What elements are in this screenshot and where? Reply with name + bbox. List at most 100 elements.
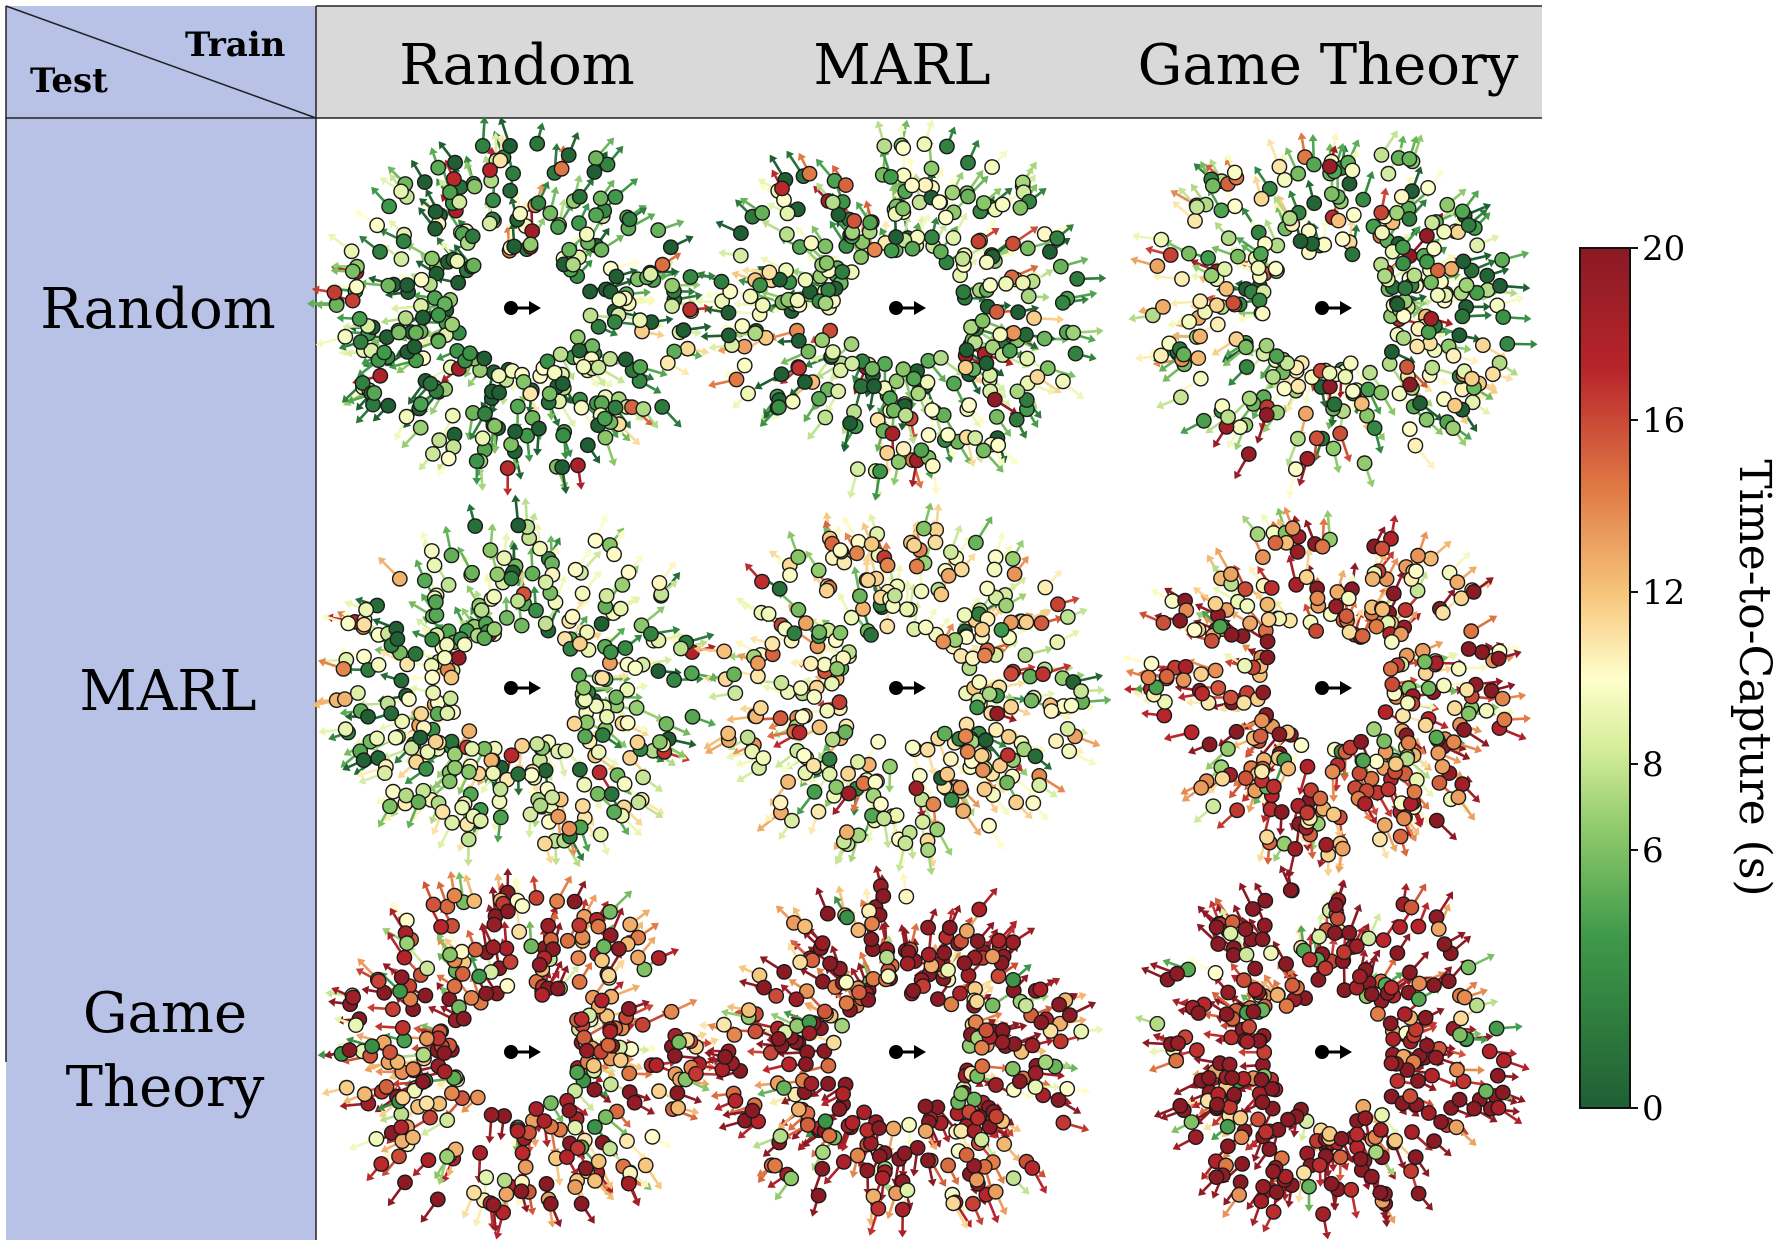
heading-arrow-head — [976, 416, 985, 425]
heading-arrow-head — [735, 199, 744, 208]
heading-arrow-head — [1228, 377, 1237, 386]
agent-point — [863, 627, 879, 643]
heading-arrow-head — [668, 561, 676, 570]
agent-point — [1401, 210, 1418, 227]
agent-point — [466, 178, 483, 195]
heading-arrow-head — [601, 368, 610, 377]
heading-arrow-head — [704, 305, 713, 315]
agent-point — [1292, 233, 1309, 250]
heading-arrow-head — [491, 132, 501, 140]
agent-point — [829, 661, 845, 677]
agent-point — [588, 150, 604, 167]
agent-point — [412, 396, 429, 412]
agent-point — [442, 184, 458, 201]
agent-point — [502, 137, 518, 154]
agent-point — [650, 663, 667, 679]
heading-arrow-head — [1375, 445, 1384, 454]
heading-arrows — [312, 494, 719, 868]
agent-point — [492, 152, 509, 169]
agent-point — [524, 565, 541, 582]
heading-arrow-head — [1128, 313, 1136, 323]
agent-point — [498, 610, 515, 626]
heading-arrow-head — [811, 225, 820, 234]
agent-point — [1059, 721, 1076, 737]
agent-point — [989, 705, 1006, 722]
agent-point — [490, 367, 507, 384]
agent-point — [790, 549, 807, 565]
agent-point — [1033, 615, 1050, 632]
agent-point — [564, 608, 581, 625]
heading-arrow-head — [380, 316, 389, 326]
heading-arrow-head — [307, 299, 314, 309]
agent-point — [870, 733, 887, 750]
agent-point — [906, 537, 922, 554]
agent-point — [1218, 280, 1235, 297]
agent-point — [1454, 203, 1471, 220]
agent-point — [1341, 175, 1358, 192]
agent-point — [797, 272, 814, 288]
heading-arrow-head — [501, 596, 511, 604]
agent-point — [821, 751, 838, 768]
agent-point — [806, 784, 823, 800]
agent-point — [975, 195, 992, 211]
agent-point — [1366, 420, 1383, 436]
heading-arrow-head — [1089, 289, 1098, 299]
agent-point — [940, 427, 956, 443]
agent-point — [834, 263, 851, 280]
heading-arrow-head — [1335, 865, 1344, 874]
agent-point — [1321, 158, 1338, 175]
agent-point — [537, 762, 554, 779]
agent-point — [393, 183, 409, 200]
heading-arrow-head — [1233, 442, 1243, 451]
agent-point — [879, 444, 896, 461]
heading-arrow-head — [688, 739, 697, 749]
heading-arrow-head — [804, 359, 813, 369]
heading-arrow-head — [525, 406, 535, 414]
agent-point — [1025, 795, 1042, 811]
agent-point — [1254, 305, 1271, 322]
heading-arrow-head — [732, 400, 741, 409]
agent-point — [1429, 287, 1446, 304]
heading-arrow-head — [336, 313, 344, 323]
heading-arrow-head — [429, 816, 438, 825]
heading-arrow-head — [1264, 218, 1273, 228]
heading-arrow-head — [1329, 145, 1338, 154]
agent-point — [904, 739, 921, 756]
agent-point — [529, 135, 546, 152]
agent-point — [1238, 359, 1255, 375]
agent-point — [935, 633, 952, 650]
heading-arrow-head — [665, 315, 674, 325]
agent-point — [606, 804, 622, 820]
heading-arrow-head — [1516, 295, 1524, 304]
agent-point — [814, 332, 831, 349]
heading-arrow-head — [841, 426, 850, 435]
agent-point — [955, 803, 972, 819]
agent-point — [546, 364, 563, 381]
agent-point — [627, 660, 644, 676]
agent-point — [1406, 267, 1423, 284]
heading-arrow-head — [1167, 319, 1175, 329]
heading-arrow-head — [661, 271, 669, 281]
heading-arrow-head — [633, 828, 642, 837]
agent-point — [844, 355, 861, 372]
agent-point — [445, 171, 462, 187]
agent-point — [430, 307, 447, 323]
heading-arrow-head — [995, 464, 1004, 473]
agent-point — [825, 344, 841, 360]
heading-arrow-head — [669, 580, 678, 589]
agent-point — [554, 375, 571, 392]
heading-arrow-head — [1131, 232, 1140, 241]
heading-arrow-head — [822, 511, 832, 520]
agent-point — [594, 670, 611, 686]
agent-point — [414, 309, 431, 326]
agent-point — [1181, 313, 1198, 330]
heading-arrow-head — [479, 116, 489, 124]
heading-arrow-head — [401, 440, 410, 449]
heading-arrow-head — [882, 541, 892, 549]
agent-point — [1173, 389, 1189, 406]
agent-point — [897, 835, 914, 852]
agent-point — [592, 826, 609, 843]
heading-arrow-head — [672, 572, 681, 581]
agent-point — [412, 729, 429, 746]
agent-point — [899, 601, 915, 618]
